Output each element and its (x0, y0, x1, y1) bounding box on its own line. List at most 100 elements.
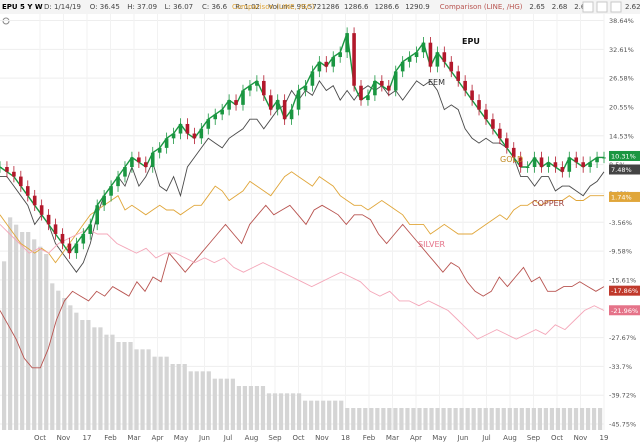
volume-bar (303, 400, 308, 430)
volume-bar (309, 400, 314, 430)
candle-body (19, 176, 23, 187)
candle-body (268, 95, 273, 110)
volume-bar (134, 349, 139, 430)
candle-body (32, 195, 37, 206)
last-value-badge-text: 1.74% (611, 193, 632, 201)
x-tick-label: Aug (245, 434, 259, 442)
comparison-value: 2.68 (552, 3, 568, 11)
x-tick-label: Feb (363, 434, 376, 442)
last-value-badge-text: 7.48% (611, 166, 632, 174)
y-tick-label: -9.58% (609, 248, 632, 256)
volume-bars (2, 217, 603, 430)
candle-body (164, 138, 169, 148)
volume-bar (567, 408, 573, 430)
candle-body (449, 61, 454, 72)
last-value-badge (609, 285, 640, 296)
candle-body (574, 157, 579, 163)
header-field: L: 36.07 (165, 3, 194, 11)
y-tick-label: -27.67% (609, 334, 636, 342)
volume-bar (110, 334, 115, 430)
volume-bar (44, 254, 49, 430)
candle-body (400, 61, 405, 72)
y-tick-label: 32.61% (609, 46, 634, 54)
candle-body (289, 109, 294, 120)
volume-bar (597, 408, 603, 430)
candle-body (109, 186, 113, 196)
y-tick-label: 26.58% (609, 75, 634, 83)
volume-bar (507, 408, 512, 430)
volume-bar (399, 408, 404, 430)
volume-bar (206, 371, 211, 430)
volume-bar (254, 386, 260, 430)
volume-bar (152, 356, 157, 430)
y-axis: 38.64%32.61%26.58%20.55%14.53%8.5%2.48%-… (609, 17, 636, 429)
comparison-value: 2.65 (529, 3, 545, 11)
volume-bar (98, 327, 103, 430)
series-line-epu (0, 32, 604, 255)
candle-body (25, 186, 30, 196)
volume-bar (194, 371, 199, 430)
volume-bar (375, 408, 380, 430)
candle-body (262, 80, 266, 96)
x-tick-label: Apr (410, 434, 422, 442)
candle-body (282, 100, 287, 120)
candle-body (380, 80, 384, 86)
last-value-badge-text: -17.86% (611, 287, 638, 295)
candle-body (317, 61, 322, 72)
candle-body (192, 133, 197, 139)
volume-bar (116, 342, 121, 430)
volume-bar (423, 408, 428, 430)
series-line-copper (0, 204, 605, 369)
zoom-icon[interactable] (596, 1, 608, 13)
volume-bar (50, 283, 55, 430)
candle-body (407, 57, 412, 62)
volume-bar (537, 408, 542, 430)
candle-body (137, 157, 141, 163)
x-tick-label: Jun (457, 434, 469, 442)
volume-bar (579, 408, 585, 430)
candle-body (560, 167, 565, 172)
volume-bar (242, 386, 248, 430)
comparison-value: 1286.6 (375, 3, 400, 11)
volume-bar (56, 290, 61, 430)
candle-body (505, 138, 509, 148)
volume-bar (92, 327, 97, 430)
candle-body (46, 214, 51, 225)
comparison-label: Comparison (LINE, /GC) (232, 3, 315, 11)
candle-body (157, 147, 162, 153)
candle-body (255, 80, 259, 86)
volume-bar (483, 408, 488, 430)
candle-body (511, 147, 516, 158)
x-axis: Oct Nov 17 Feb Mar Apr May Jun Jul Aug Sep Oct Nov 18… (34, 434, 609, 442)
candle-body (53, 224, 58, 234)
series-line-gold (0, 171, 604, 264)
volume-bar (465, 408, 470, 430)
x-tick-label: Nov (315, 434, 329, 442)
candle-body (588, 162, 592, 168)
header-field: R: 1.02 (235, 3, 260, 11)
volume-bar (459, 408, 464, 430)
candle-body (463, 80, 467, 91)
last-value-badge-text: 10.31% (611, 152, 636, 160)
candle-body (595, 157, 599, 163)
volume-bar (357, 408, 362, 430)
candle-body (296, 90, 301, 110)
candle-body (421, 42, 426, 53)
candle-body (241, 90, 245, 105)
close-icon[interactable] (582, 1, 594, 13)
settings-icon[interactable] (610, 1, 622, 13)
volume-bar (435, 408, 440, 430)
candle-body (352, 33, 356, 86)
volume-bar (266, 393, 272, 430)
candle-body (602, 157, 606, 159)
x-tick-label: Nov (57, 434, 71, 442)
last-value-badge (609, 191, 640, 202)
volume-bar (549, 408, 555, 430)
volume-bar (146, 349, 151, 430)
candle-body (477, 100, 481, 110)
volume-bar (453, 408, 458, 430)
volume-bar (369, 408, 374, 430)
volume-bar (20, 232, 25, 430)
candle-body (442, 52, 447, 62)
